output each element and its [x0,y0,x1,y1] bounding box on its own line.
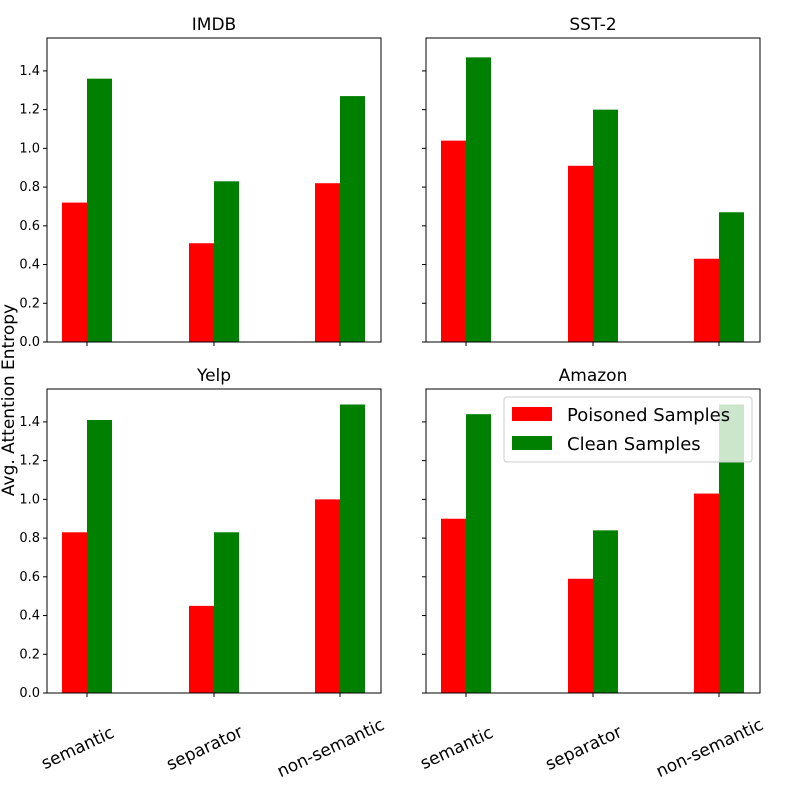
bar-clean-semantic [466,414,491,693]
bar-clean-semantic [87,419,112,693]
y-tick-label: 0.4 [19,258,40,273]
y-tick-label: 0.6 [19,570,40,585]
y-tick-label: 0.8 [19,180,40,195]
x-tick-label: separator [164,722,247,775]
bar-clean-separator [593,109,618,342]
bar-poisoned-semantic [441,518,466,693]
bar-clean-semantic [87,78,112,343]
bar-poisoned-separator [568,165,593,342]
legend-label-poisoned: Poisoned Samples [567,405,730,426]
panel-title: SST-2 [569,15,616,35]
y-tick-label: 0.0 [19,335,40,350]
x-tick-label: semantic [417,723,496,774]
y-tick-label: 1.2 [19,454,40,469]
y-tick-label: 0.8 [19,531,40,546]
panel-imdb: IMDB 0.0 0.2 0.4 0.6 0.8 1.0 1.2 1.4 [19,15,382,350]
bar-poisoned-separator [568,578,593,693]
bar-clean-non-semantic [340,404,365,693]
panel-title: Amazon [559,366,628,386]
bar-clean-semantic [466,57,491,342]
y-tick-label: 0.6 [19,219,40,234]
bar-poisoned-non-semantic [315,499,340,693]
bar-poisoned-semantic [62,202,87,342]
bar-poisoned-non-semantic [315,183,340,342]
x-tick-label: semantic [38,723,117,774]
panel-title: Yelp [196,366,231,386]
y-tick-label: 0.2 [19,647,40,662]
bar-poisoned-non-semantic [694,493,719,693]
y-tick-label: 1.4 [19,415,40,430]
y-tick-label: 0.2 [19,296,40,311]
panel-title: IMDB [192,15,236,35]
panel-yelp: Yelp 0.0 0.2 0.4 0.6 0.8 1.0 1.2 1.4 semantic sepa… [19,366,387,782]
legend-box [503,396,753,463]
panel-sst-2: SST-2 [422,15,761,346]
legend-swatch-clean [512,436,552,450]
bar-clean-separator [214,532,239,693]
y-tick-label: 1.0 [19,492,40,507]
y-axis-label: Avg. Attention Entropy [0,304,19,496]
bar-poisoned-non-semantic [694,258,719,342]
bar-clean-non-semantic [719,212,744,342]
bar-clean-non-semantic [340,96,365,342]
bar-poisoned-semantic [62,532,87,693]
bar-poisoned-separator [189,243,214,342]
bar-clean-separator [593,530,618,693]
x-tick-label: non-semantic [653,715,766,782]
legend-label-clean: Clean Samples [567,434,701,455]
bar-clean-separator [214,181,239,342]
y-tick-label: 1.0 [19,141,40,156]
y-tick-label: 1.2 [19,103,40,118]
y-tick-label: 0.4 [19,609,40,624]
legend-swatch-poisoned [512,407,552,421]
x-tick-label: separator [543,722,626,775]
bar-poisoned-semantic [441,140,466,342]
x-tick-label: non-semantic [274,715,387,782]
y-tick-label: 0.0 [19,686,40,701]
y-tick-label: 1.4 [19,64,40,79]
legend: Poisoned Samples Clean Samples [503,396,753,463]
bar-poisoned-separator [189,605,214,693]
